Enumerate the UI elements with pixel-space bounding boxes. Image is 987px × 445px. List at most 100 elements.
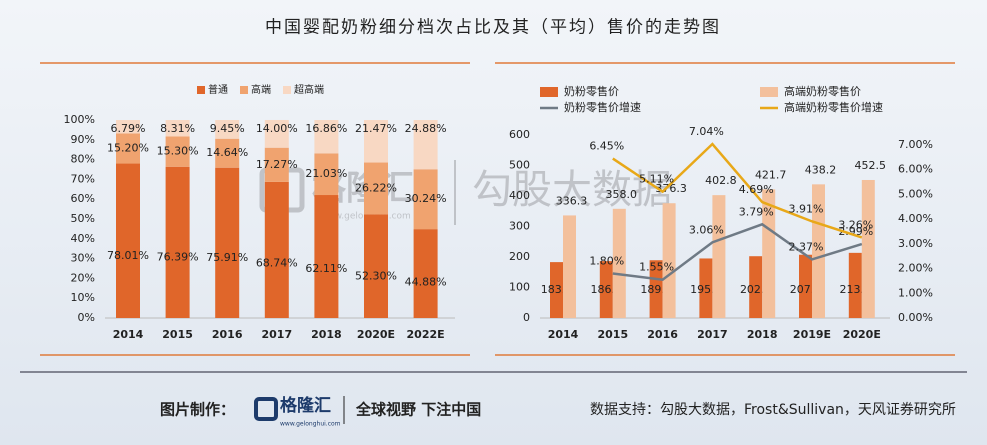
y-tick-label: 400 (509, 189, 530, 202)
line (612, 222, 863, 281)
data-label: 24.88% (405, 122, 447, 135)
y-tick-label: 100 (509, 281, 530, 294)
x-tick-label: 2015 (162, 328, 193, 341)
y-tick-label: 600 (509, 128, 530, 141)
y2-tick-label: 4.00% (898, 212, 933, 225)
bar-segment (116, 120, 140, 134)
bar-segment (116, 163, 140, 318)
data-label: 76.39% (157, 250, 199, 263)
legend-swatch (283, 86, 291, 94)
legend-label: 高端奶粉零售价增速 (784, 100, 883, 114)
x-tick-label: 2014 (113, 328, 144, 341)
y-tick-label: 50% (71, 212, 95, 225)
y-tick-label: 70% (71, 172, 95, 185)
legend-label: 奶粉零售价增速 (564, 100, 641, 114)
data-label: 3.91% (789, 202, 824, 215)
y-tick-label: 10% (71, 291, 95, 304)
data-label: 2.99% (838, 225, 873, 238)
data-label: 5.11% (639, 173, 674, 186)
bar-segment (364, 162, 388, 215)
footer-slogan: 全球视野 下注中国 (355, 401, 481, 419)
y-tick-label: 0% (78, 311, 95, 324)
y2-tick-label: 6.00% (898, 163, 933, 176)
data-label: 15.30% (157, 145, 199, 158)
legend-label: 高端奶粉零售价 (784, 84, 861, 98)
data-label: 452.5 (855, 159, 887, 172)
bar-segment (314, 120, 339, 154)
y-tick-label: 100% (64, 113, 95, 126)
data-label: 6.45% (589, 140, 624, 153)
bar (599, 261, 613, 318)
bar-segment (215, 138, 240, 168)
data-label: 30.24% (405, 192, 447, 205)
bar-segment (215, 167, 240, 318)
bar (861, 179, 875, 318)
footer-logo (254, 397, 278, 421)
bar (612, 208, 626, 318)
footer-source: 数据支持：勾股大数据，Frost&Sullivan，天风证券研究所 (590, 402, 956, 418)
data-label: 358.0 (606, 188, 638, 201)
y-tick-label: 0 (523, 311, 530, 324)
bar (712, 195, 726, 318)
x-tick-label: 2016 (212, 328, 243, 341)
y-tick-label: 30% (71, 252, 95, 265)
bar (848, 252, 862, 318)
bar (699, 258, 713, 318)
legend-label: 高端 (251, 83, 271, 96)
legend-swatch (540, 87, 558, 97)
line (612, 142, 863, 239)
data-label: 68.74% (256, 257, 298, 270)
x-tick-label: 2018 (747, 328, 778, 341)
data-label: 44.88% (405, 275, 447, 288)
x-tick-label: 2022E (407, 328, 445, 341)
footer-url: www.gelonghui.com (280, 421, 341, 428)
data-label: 4.69% (739, 183, 774, 196)
y2-tick-label: 3.00% (898, 237, 933, 250)
bar (812, 184, 825, 318)
y-tick-label: 20% (71, 271, 95, 284)
y-tick-label: 500 (509, 159, 530, 172)
data-label: 3.79% (739, 205, 774, 218)
bar-segment (165, 166, 190, 318)
data-label: 17.27% (256, 158, 298, 171)
data-label: 1.55% (639, 261, 674, 274)
data-label: 52.30% (355, 270, 397, 283)
x-tick-label: 2015 (597, 328, 628, 341)
bar (799, 254, 812, 318)
data-label: 9.45% (210, 122, 245, 135)
bar (749, 256, 763, 318)
bar-segment (364, 214, 388, 318)
bar (762, 189, 776, 318)
bar-segment (314, 195, 339, 318)
x-tick-label: 2020E (843, 328, 881, 341)
data-label: 14.64% (206, 146, 248, 159)
legend-label: 普通 (208, 83, 228, 96)
bar-segment (264, 119, 289, 148)
bar-segment (413, 120, 438, 170)
x-tick-label: 2020E (357, 328, 395, 341)
data-label: 16.86% (305, 122, 347, 135)
data-label: 21.03% (305, 167, 347, 180)
bar-segment (413, 169, 438, 230)
y-tick-label: 300 (509, 220, 530, 233)
y2-tick-label: 2.00% (898, 262, 933, 275)
bar-segment (314, 153, 339, 196)
x-tick-label: 2019E (793, 328, 831, 341)
data-label: 15.20% (107, 141, 149, 154)
data-label: 7.04% (689, 125, 724, 138)
y-tick-label: 90% (71, 133, 95, 146)
bar-segment (264, 181, 289, 318)
legend-swatch (760, 87, 778, 97)
data-label: 62.11% (305, 262, 347, 275)
y2-tick-label: 5.00% (898, 187, 933, 200)
bar (563, 215, 576, 318)
data-label: 26.22% (355, 181, 397, 194)
bar-segment (264, 147, 289, 182)
data-label: 75.91% (206, 251, 248, 264)
y2-tick-label: 1.00% (898, 286, 933, 299)
y-tick-label: 80% (71, 153, 95, 166)
data-label: 78.01% (107, 249, 149, 262)
bar-segment (165, 120, 190, 137)
